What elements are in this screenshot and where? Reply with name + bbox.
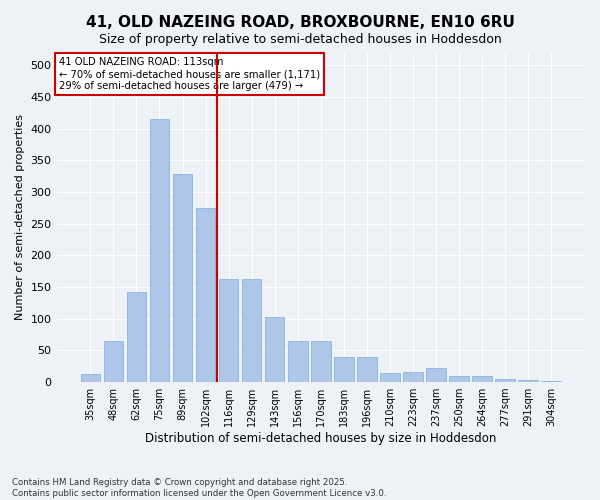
Text: Size of property relative to semi-detached houses in Hoddesdon: Size of property relative to semi-detach… xyxy=(98,32,502,46)
Bar xyxy=(334,356,353,382)
Bar xyxy=(288,341,308,382)
X-axis label: Distribution of semi-detached houses by size in Hoddesdon: Distribution of semi-detached houses by … xyxy=(145,432,496,445)
Bar xyxy=(472,376,492,382)
Bar xyxy=(518,380,538,382)
Bar xyxy=(426,368,446,382)
Bar xyxy=(149,119,169,382)
Y-axis label: Number of semi-detached properties: Number of semi-detached properties xyxy=(15,114,25,320)
Text: 41, OLD NAZEING ROAD, BROXBOURNE, EN10 6RU: 41, OLD NAZEING ROAD, BROXBOURNE, EN10 6… xyxy=(86,15,514,30)
Bar xyxy=(541,381,561,382)
Bar xyxy=(380,373,400,382)
Bar xyxy=(127,292,146,382)
Bar xyxy=(449,376,469,382)
Bar xyxy=(357,356,377,382)
Bar xyxy=(173,174,193,382)
Bar xyxy=(104,341,123,382)
Bar xyxy=(265,317,284,382)
Bar xyxy=(403,372,423,382)
Bar xyxy=(496,379,515,382)
Text: Contains HM Land Registry data © Crown copyright and database right 2025.
Contai: Contains HM Land Registry data © Crown c… xyxy=(12,478,386,498)
Bar xyxy=(242,279,262,382)
Bar xyxy=(196,208,215,382)
Bar xyxy=(219,279,238,382)
Text: 41 OLD NAZEING ROAD: 113sqm
← 70% of semi-detached houses are smaller (1,171)
29: 41 OLD NAZEING ROAD: 113sqm ← 70% of sem… xyxy=(59,58,320,90)
Bar xyxy=(311,341,331,382)
Bar xyxy=(80,374,100,382)
